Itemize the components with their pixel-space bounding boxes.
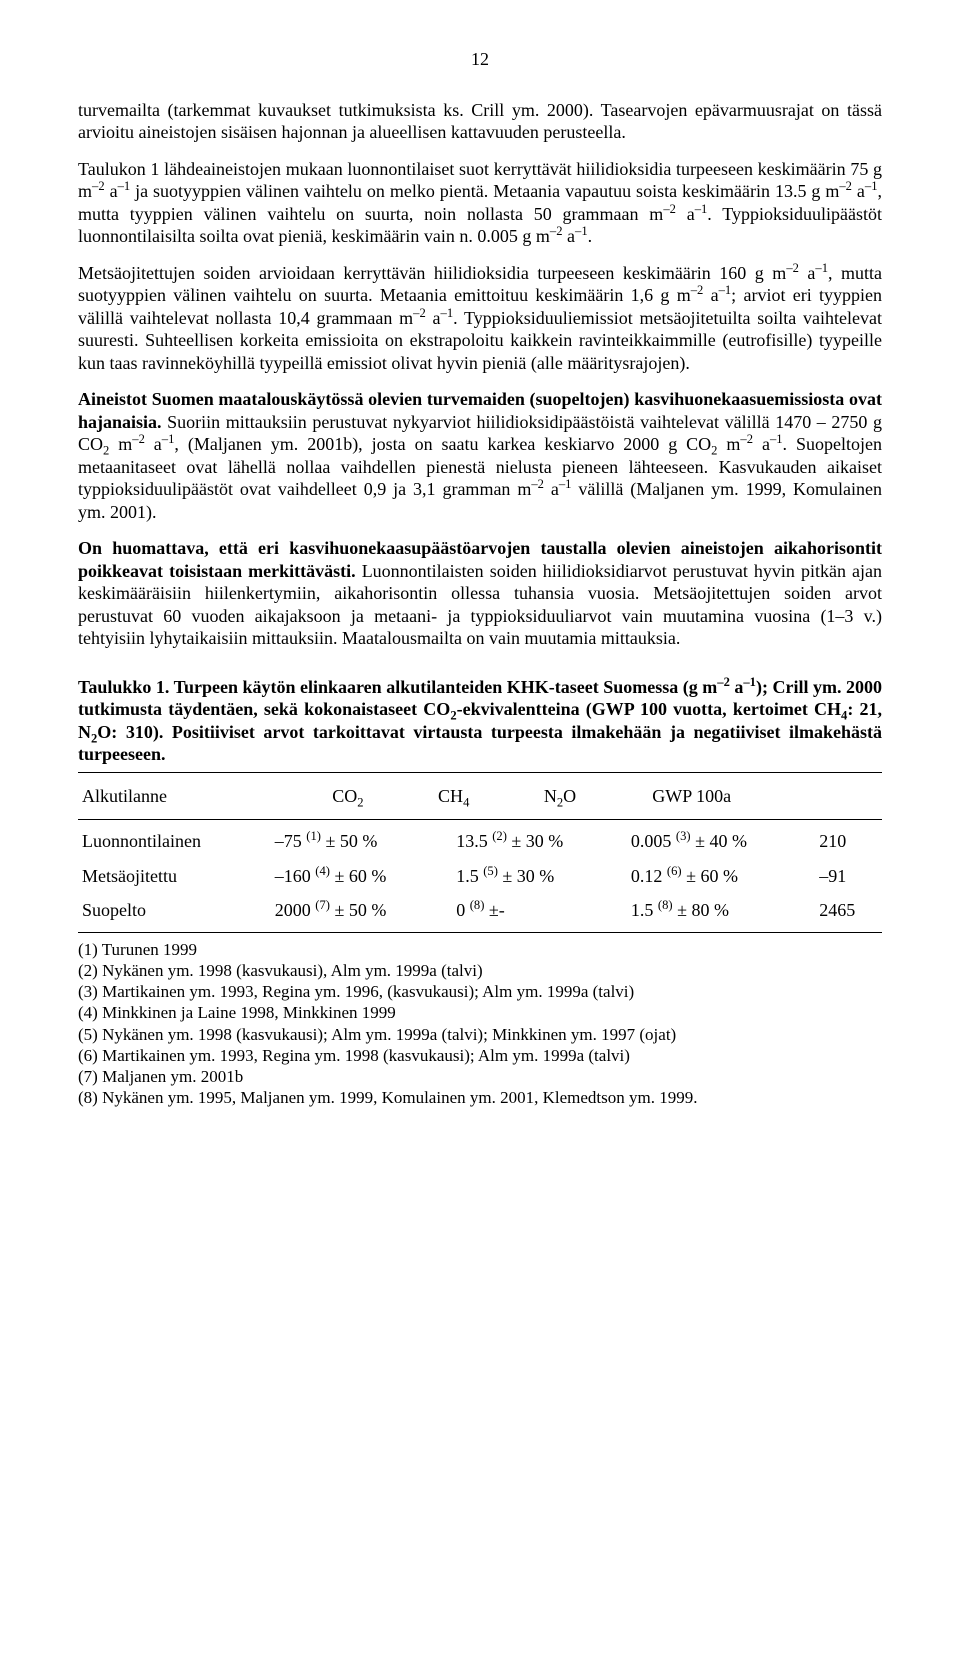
p2-b: ja suotyyppien välinen vaihtelu on melko… <box>130 181 839 201</box>
paragraph-2: Taulukon 1 lähdeaineistojen mukaan luonn… <box>78 158 882 248</box>
table-row: Suopelto2000 (7) ± 50 %0 (8) ±-1.5 (8) ±… <box>78 893 882 928</box>
sup: –2 <box>839 179 852 193</box>
footnote-line: (4) Minkkinen ja Laine 1998, Minkkinen 1… <box>78 1002 882 1023</box>
sub: 4 <box>463 795 469 809</box>
sup: –1 <box>575 224 588 238</box>
sup: –2 <box>740 432 753 446</box>
sup: –2 <box>691 283 704 297</box>
cell-name: Luonnontilainen <box>78 824 271 859</box>
sup: –1 <box>743 675 756 689</box>
sup: –1 <box>770 432 783 446</box>
sup: –2 <box>786 261 799 275</box>
sup: –2 <box>132 432 145 446</box>
sup: –2 <box>663 202 676 216</box>
sup: –1 <box>865 179 878 193</box>
footnote-line: (5) Nykänen ym. 1998 (kasvukausi); Alm y… <box>78 1024 882 1045</box>
footnote-line: (2) Nykänen ym. 1998 (kasvukausi), Alm y… <box>78 960 882 981</box>
paragraph-4: Aineistot Suomen maatalouskäytössä olevi… <box>78 388 882 523</box>
sup: –2 <box>92 179 105 193</box>
col-ch4: CH4 <box>434 777 540 816</box>
cell-ch4: 0 (8) ±- <box>452 893 627 928</box>
cell-n2o: 1.5 (8) ± 80 % <box>627 893 815 928</box>
footnotes: (1) Turunen 1999(2) Nykänen ym. 1998 (ka… <box>78 939 882 1109</box>
data-table-body: Luonnontilainen–75 (1) ± 50 %13.5 (2) ± … <box>78 824 882 928</box>
paragraph-5: On huomattava, että eri kasvihuonekaasup… <box>78 537 882 650</box>
sup: –1 <box>441 306 454 320</box>
table-rule-bottom <box>78 932 882 933</box>
sup: –1 <box>695 202 708 216</box>
sup: –2 <box>717 675 730 689</box>
sup: –2 <box>531 477 544 491</box>
sub: 2 <box>357 795 363 809</box>
sup: –2 <box>413 306 426 320</box>
table-rule-top <box>78 772 882 773</box>
footnote-line: (1) Turunen 1999 <box>78 939 882 960</box>
cell-n2o: 0.12 (6) ± 60 % <box>627 859 815 894</box>
p4-b: , (Maljanen ym. 2001b), josta on saatu k… <box>174 434 711 454</box>
sup: –1 <box>559 477 572 491</box>
footnote-line: (8) Nykänen ym. 1995, Maljanen ym. 1999,… <box>78 1087 882 1108</box>
cell-gwp: –91 <box>815 859 882 894</box>
table-caption: Taulukko 1. Turpeen käytön elinkaaren al… <box>78 676 882 766</box>
co2-label: CO <box>332 786 357 806</box>
sup: –1 <box>162 432 175 446</box>
p2-e: . <box>588 226 593 246</box>
footnote-line: (7) Maljanen ym. 2001b <box>78 1066 882 1087</box>
col-n2o: N2O <box>540 777 648 816</box>
p3-a: Metsäojitettujen soiden arvioidaan kerry… <box>78 263 786 283</box>
sub: 2 <box>711 444 717 458</box>
sup: –2 <box>550 224 563 238</box>
n2o-label-o: O <box>563 786 576 806</box>
col-alkutilanne: Alkutilanne <box>78 777 328 816</box>
col-co2: CO2 <box>328 777 434 816</box>
table-header-row: Alkutilanne CO2 CH4 N2O GWP 100a <box>78 777 882 816</box>
sub: 2 <box>103 444 109 458</box>
cell-name: Suopelto <box>78 893 271 928</box>
col-gwp: GWP 100a <box>648 777 882 816</box>
n2o-label-n: N <box>544 786 557 806</box>
sup: –1 <box>118 179 131 193</box>
cell-co2: –75 (1) ± 50 % <box>271 824 452 859</box>
sup: –1 <box>719 283 732 297</box>
cell-gwp: 2465 <box>815 893 882 928</box>
cell-gwp: 210 <box>815 824 882 859</box>
sup: –1 <box>815 261 828 275</box>
footnote-line: (3) Martikainen ym. 1993, Regina ym. 199… <box>78 981 882 1002</box>
table-row: Metsäojitettu–160 (4) ± 60 %1.5 (5) ± 30… <box>78 859 882 894</box>
cell-co2: 2000 (7) ± 50 % <box>271 893 452 928</box>
cap-a: Taulukko 1. Turpeen käytön elinkaaren al… <box>78 677 717 697</box>
cell-ch4: 13.5 (2) ± 30 % <box>452 824 627 859</box>
ch4-label: CH <box>438 786 463 806</box>
cap-c: -ekvivalentteina (GWP 100 vuotta, kertoi… <box>457 699 841 719</box>
page-number: 12 <box>78 48 882 71</box>
table-row: Luonnontilainen–75 (1) ± 50 %13.5 (2) ± … <box>78 824 882 859</box>
footnote-line: (6) Martikainen ym. 1993, Regina ym. 199… <box>78 1045 882 1066</box>
paragraph-1: turvemailta (tarkemmat kuvaukset tutkimu… <box>78 99 882 144</box>
table-rule-mid <box>78 819 882 820</box>
cell-co2: –160 (4) ± 60 % <box>271 859 452 894</box>
cap-e: O: 310). Positiiviset arvot tarkoittavat… <box>78 722 882 765</box>
cell-ch4: 1.5 (5) ± 30 % <box>452 859 627 894</box>
cell-name: Metsäojitettu <box>78 859 271 894</box>
paragraph-3: Metsäojitettujen soiden arvioidaan kerry… <box>78 262 882 375</box>
data-table: Alkutilanne CO2 CH4 N2O GWP 100a <box>78 777 882 816</box>
cell-n2o: 0.005 (3) ± 40 % <box>627 824 815 859</box>
